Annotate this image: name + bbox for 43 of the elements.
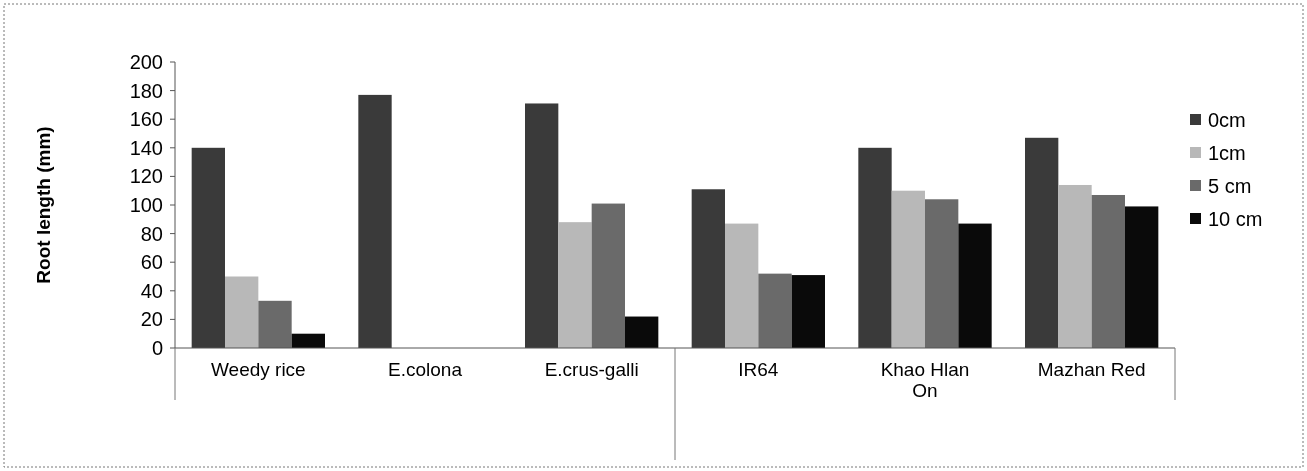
- bar: [291, 333, 325, 348]
- x-tick-label: IR64: [738, 359, 779, 380]
- y-tick-label: 100: [129, 194, 163, 216]
- bar: [225, 276, 259, 348]
- y-tick-label: 140: [129, 136, 163, 159]
- y-tick-label: 40: [140, 279, 163, 302]
- y-tick-label: 80: [140, 222, 163, 245]
- y-tick-label: 60: [140, 251, 163, 274]
- y-tick-label: 20: [140, 308, 163, 331]
- x-tick-label: E.colona: [388, 359, 463, 380]
- bar: [725, 223, 759, 348]
- bar: [1125, 206, 1159, 348]
- bar: [358, 94, 392, 348]
- legend-label: 0cm: [1208, 109, 1246, 131]
- bar: [1058, 184, 1092, 348]
- x-tick-label: Khao Hlan On: [880, 359, 970, 401]
- bar: [625, 316, 659, 348]
- legend-label: 1cm: [1208, 142, 1246, 164]
- bar: [1091, 194, 1125, 348]
- bar: [558, 222, 592, 348]
- bar: [958, 223, 992, 348]
- bar: [925, 199, 959, 348]
- y-tick-label: 120: [129, 165, 163, 188]
- bar: [691, 189, 725, 348]
- x-tick-label: E.crus-galli: [544, 359, 639, 380]
- bar: [758, 273, 792, 348]
- bar: [791, 275, 825, 348]
- bar: [258, 300, 292, 348]
- bar: [858, 147, 892, 348]
- bar: [525, 103, 559, 348]
- x-tick-label: Mazhan Red: [1037, 359, 1146, 380]
- y-tick-label: 0: [151, 337, 163, 359]
- legend-label: 10 cm: [1208, 208, 1263, 230]
- y-axis-title: Root length (mm): [33, 126, 54, 284]
- y-tick-label: 160: [129, 108, 163, 131]
- bar: [1025, 137, 1059, 348]
- y-tick-label: 180: [129, 79, 163, 102]
- bar: [191, 147, 225, 348]
- bar: [891, 190, 925, 348]
- legend-label: 5 cm: [1208, 175, 1252, 197]
- x-tick-label: Weedy rice: [210, 359, 306, 380]
- y-tick-label: 200: [129, 51, 163, 73]
- bar: [591, 203, 625, 348]
